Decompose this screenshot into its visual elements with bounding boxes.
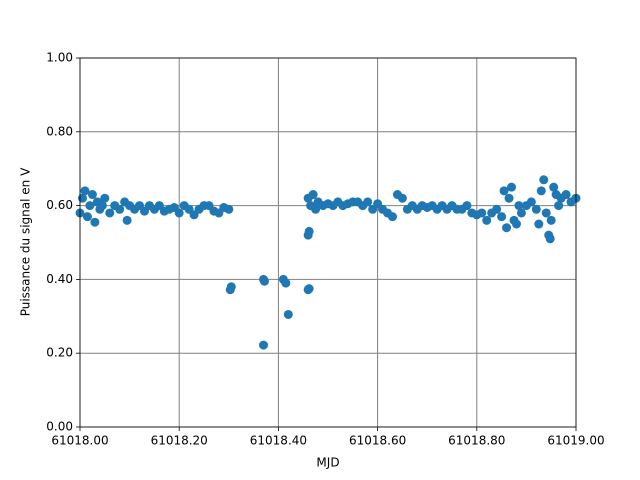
y-tick-label: 0.60 <box>46 198 73 212</box>
point <box>90 217 100 227</box>
point <box>492 204 502 214</box>
point <box>397 193 407 203</box>
point <box>225 285 235 295</box>
point <box>311 204 321 214</box>
point <box>82 212 92 222</box>
point <box>504 193 514 203</box>
point <box>259 340 269 350</box>
point <box>516 208 526 218</box>
y-tick-label: 0.40 <box>46 272 73 286</box>
point <box>100 193 110 203</box>
point <box>283 309 293 319</box>
point <box>531 204 541 214</box>
point <box>85 201 95 211</box>
y-tick-label: 0.20 <box>46 346 73 360</box>
y-tick-label: 0.00 <box>46 420 73 434</box>
point <box>363 197 373 207</box>
point <box>477 208 487 218</box>
point <box>105 208 115 218</box>
point <box>115 204 125 214</box>
point <box>541 208 551 218</box>
x-tick-label: 61018.20 <box>151 434 208 448</box>
y-axis-label: Puissance du signal en V <box>19 167 33 316</box>
point <box>526 197 536 207</box>
point <box>224 204 234 214</box>
point <box>387 212 397 222</box>
point <box>482 215 492 225</box>
point <box>122 215 132 225</box>
x-tick-label: 61018.00 <box>51 434 108 448</box>
point <box>281 278 291 288</box>
y-tick-label: 1.00 <box>46 51 73 65</box>
point <box>308 190 318 200</box>
point <box>304 226 314 236</box>
point <box>499 186 509 196</box>
point <box>497 212 507 222</box>
point <box>174 208 184 218</box>
point <box>546 215 556 225</box>
point <box>549 182 559 192</box>
point <box>514 201 524 211</box>
point <box>511 219 521 229</box>
x-tick-label: 61018.40 <box>250 434 307 448</box>
point <box>80 186 90 196</box>
point <box>87 190 97 200</box>
point <box>561 190 571 200</box>
point <box>534 219 544 229</box>
point <box>97 201 107 211</box>
point <box>260 276 270 286</box>
point <box>554 201 564 211</box>
x-tick-label: 61018.60 <box>349 434 406 448</box>
y-tick-label: 0.80 <box>46 124 73 138</box>
x-axis-label: MJD <box>316 456 339 470</box>
x-tick-label: 61019.00 <box>547 434 604 448</box>
point <box>502 223 512 233</box>
point <box>507 182 517 192</box>
point <box>545 234 555 244</box>
x-tick-label: 61018.80 <box>448 434 505 448</box>
plot-frame <box>79 57 577 428</box>
point <box>462 201 472 211</box>
point <box>304 284 314 294</box>
point <box>539 175 549 185</box>
point <box>536 186 546 196</box>
